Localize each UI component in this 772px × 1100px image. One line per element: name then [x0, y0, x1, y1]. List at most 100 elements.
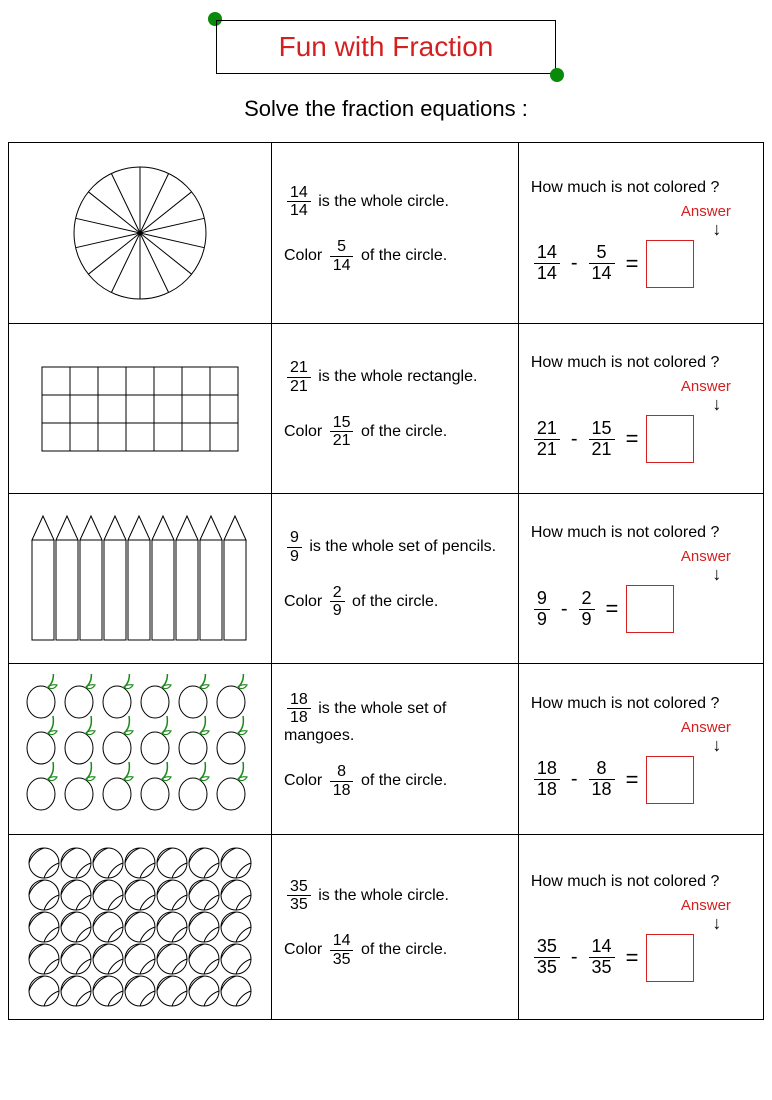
color-suffix: of the circle.	[361, 247, 447, 264]
description-cell: 2121 is the whole rectangle. Color 1521 o…	[272, 324, 519, 494]
equation-row: 1414-514 =	[531, 240, 751, 288]
whole-fraction: 1818	[287, 691, 311, 727]
whole-fraction: 99	[287, 529, 302, 565]
worksheet-page: Fun with Fraction Solve the fraction equ…	[0, 20, 772, 1020]
arrow-down-icon: ↓	[683, 914, 751, 932]
eq-fraction-b: 818	[589, 759, 615, 800]
pie-icon	[60, 153, 220, 313]
color-suffix: of the circle.	[361, 423, 447, 440]
table-row: 1818 is the whole set of mangoes.Color 8…	[9, 664, 764, 835]
pencils-icon	[28, 512, 252, 646]
whole-text: is the whole circle.	[318, 887, 449, 904]
arrow-down-icon: ↓	[683, 395, 751, 413]
color-prefix: Color	[284, 772, 322, 789]
question-text: How much is not colored ?	[531, 354, 751, 372]
whole-fraction: 2121	[287, 359, 311, 395]
color-fraction: 1435	[330, 932, 354, 968]
figure-cell	[9, 664, 272, 835]
arrow-down-icon: ↓	[683, 736, 751, 754]
whole-text: is the whole circle.	[318, 193, 449, 210]
arrow-down-icon: ↓	[683, 565, 751, 583]
answer-input[interactable]	[646, 240, 694, 288]
minus-sign: -	[571, 946, 578, 969]
equals-sign: =	[626, 767, 639, 793]
equation-row: 3535-1435 =	[531, 934, 751, 982]
answer-label: Answer	[661, 203, 751, 220]
whole-fraction: 1414	[287, 184, 311, 220]
equals-sign: =	[606, 596, 619, 622]
answer-cell: How much is not colored ? Answer↓ 99-29 =	[518, 494, 763, 664]
figure-cell	[9, 494, 272, 664]
description-cell: 1414 is the whole circle. Color 514 of th…	[272, 143, 519, 324]
color-prefix: Color	[284, 423, 322, 440]
eq-fraction-b: 1521	[589, 419, 615, 460]
description-cell: 1818 is the whole set of mangoes.Color 8…	[272, 664, 519, 835]
answer-cell: How much is not colored ? Answer↓ 2121-152…	[518, 324, 763, 494]
answer-cell: How much is not colored ?Answer↓1818-818…	[518, 664, 763, 835]
eq-fraction-b: 29	[579, 589, 595, 630]
minus-sign: -	[571, 768, 578, 791]
table-row: 99 is the whole set of pencils.Color 29 …	[9, 494, 764, 664]
title-wrap: Fun with Fraction	[216, 20, 556, 74]
answer-input[interactable]	[626, 585, 674, 633]
question-text: How much is not colored ?	[531, 873, 751, 891]
answer-cell: How much is not colored ? Answer↓ 1414-514…	[518, 143, 763, 324]
answer-label: Answer	[661, 897, 751, 914]
eq-fraction-a: 1414	[534, 243, 560, 284]
answer-label: Answer	[661, 548, 751, 565]
description-cell: 3535 is the whole circle. Color 1435 of t…	[272, 835, 519, 1020]
title-box: Fun with Fraction	[216, 20, 556, 74]
answer-input[interactable]	[646, 415, 694, 463]
minus-sign: -	[571, 252, 578, 275]
color-suffix: of the circle.	[361, 941, 447, 958]
color-prefix: Color	[284, 941, 322, 958]
color-suffix: of the circle.	[361, 772, 447, 789]
equals-sign: =	[626, 426, 639, 452]
table-row: 2121 is the whole rectangle. Color 1521 o…	[9, 324, 764, 494]
question-text: How much is not colored ?	[531, 524, 751, 542]
equals-sign: =	[626, 251, 639, 277]
color-fraction: 818	[330, 763, 354, 799]
color-fraction: 514	[330, 238, 354, 274]
page-title: Fun with Fraction	[279, 31, 494, 62]
whole-text: is the whole rectangle.	[318, 368, 477, 385]
balls-icon	[26, 845, 254, 1009]
dot-icon	[550, 68, 564, 82]
equation-row: 2121-1521 =	[531, 415, 751, 463]
answer-input[interactable]	[646, 934, 694, 982]
answer-cell: How much is not colored ? Answer↓ 3535-143…	[518, 835, 763, 1020]
minus-sign: -	[571, 428, 578, 451]
figure-cell	[9, 835, 272, 1020]
color-fraction: 1521	[330, 414, 354, 450]
arrow-down-icon: ↓	[683, 220, 751, 238]
problems-table: 1414 is the whole circle. Color 514 of th…	[8, 142, 764, 1020]
equation-row: 99-29 =	[531, 585, 751, 633]
eq-fraction-a: 1818	[534, 759, 560, 800]
eq-fraction-b: 1435	[589, 937, 615, 978]
question-text: How much is not colored ?	[531, 179, 751, 197]
table-row: 1414 is the whole circle. Color 514 of th…	[9, 143, 764, 324]
eq-fraction-a: 99	[534, 589, 550, 630]
answer-input[interactable]	[646, 756, 694, 804]
whole-fraction: 3535	[287, 878, 311, 914]
minus-sign: -	[561, 598, 568, 621]
color-prefix: Color	[284, 247, 322, 264]
equation-row: 1818-818 =	[531, 756, 751, 804]
equals-sign: =	[626, 945, 639, 971]
answer-label: Answer	[661, 378, 751, 395]
eq-fraction-a: 2121	[534, 419, 560, 460]
rect-grid-icon	[32, 357, 248, 461]
eq-fraction-a: 3535	[534, 937, 560, 978]
mangoes-icon	[21, 674, 259, 824]
whole-text: is the whole set of pencils.	[309, 538, 496, 555]
eq-fraction-b: 514	[589, 243, 615, 284]
figure-cell	[9, 143, 272, 324]
question-text: How much is not colored ?	[531, 695, 751, 713]
color-fraction: 29	[330, 584, 345, 620]
figure-cell	[9, 324, 272, 494]
page-subtitle: Solve the fraction equations :	[0, 96, 772, 122]
color-prefix: Color	[284, 593, 322, 610]
description-cell: 99 is the whole set of pencils.Color 29 …	[272, 494, 519, 664]
color-suffix: of the circle.	[352, 593, 438, 610]
table-row: 3535 is the whole circle. Color 1435 of t…	[9, 835, 764, 1020]
